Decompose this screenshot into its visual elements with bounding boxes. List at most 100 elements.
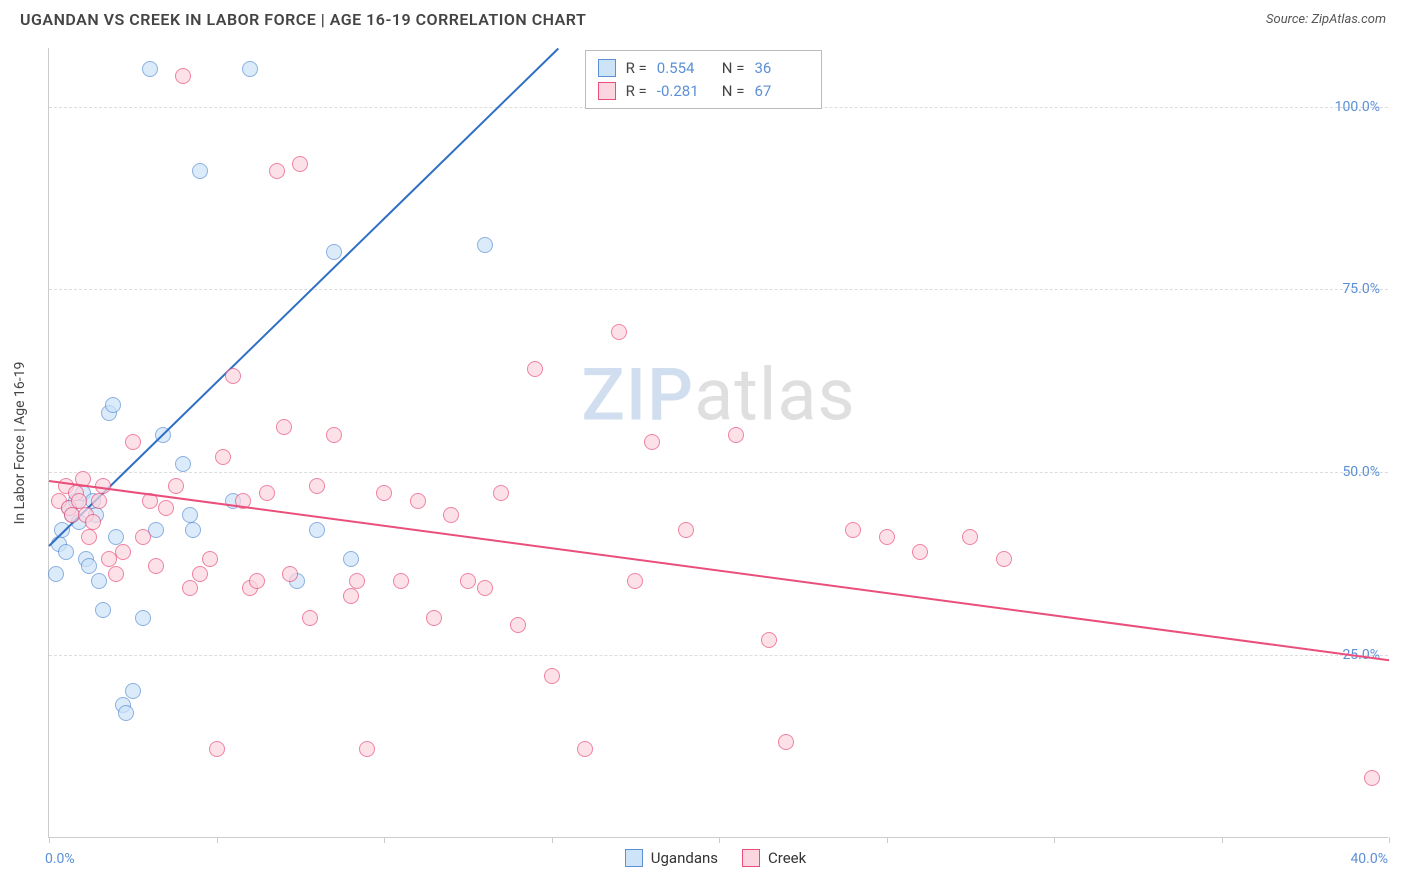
y-tick-label: 100.0% [1335, 99, 1380, 115]
legend-item: Ugandans [625, 849, 718, 867]
data-point [175, 456, 191, 472]
data-point [343, 551, 359, 567]
y-tick-label: 75.0% [1342, 281, 1380, 297]
data-point [142, 61, 158, 77]
data-point [627, 573, 643, 589]
x-tick [217, 837, 218, 843]
x-tick [1054, 837, 1055, 843]
data-point [135, 610, 151, 626]
data-point [202, 551, 218, 567]
data-point [118, 705, 134, 721]
stat-r-label: R = [626, 80, 647, 103]
x-tick [384, 837, 385, 843]
stats-row: R = 0.554 N = 36 [598, 57, 810, 80]
data-point [761, 632, 777, 648]
data-point [105, 397, 121, 413]
data-point [678, 522, 694, 538]
data-point [215, 449, 231, 465]
data-point [125, 434, 141, 450]
x-tick [719, 837, 720, 843]
legend-label: Creek [768, 849, 806, 867]
chart-legend: Ugandans Creek [625, 849, 806, 867]
gridline [49, 655, 1388, 656]
data-point [326, 427, 342, 443]
data-point [879, 529, 895, 545]
x-tick-label: 40.0% [1350, 851, 1388, 867]
data-point [510, 617, 526, 633]
data-point [912, 544, 928, 560]
x-tick [1389, 837, 1390, 843]
data-point [644, 434, 660, 450]
data-point [326, 244, 342, 260]
data-point [493, 485, 509, 501]
data-point [343, 588, 359, 604]
data-point [115, 544, 131, 560]
data-point [309, 522, 325, 538]
data-point [192, 163, 208, 179]
source-attribution: Source: ZipAtlas.com [1266, 12, 1386, 27]
stat-n-value: 36 [754, 57, 809, 80]
data-point [182, 580, 198, 596]
data-point [95, 602, 111, 618]
data-point [426, 610, 442, 626]
legend-swatch [598, 59, 616, 77]
legend-swatch [598, 82, 616, 100]
data-point [309, 478, 325, 494]
data-point [148, 558, 164, 574]
data-point [225, 368, 241, 384]
data-point [302, 610, 318, 626]
chart-title: UGANDAN VS CREEK IN LABOR FORCE | AGE 16… [20, 10, 586, 29]
data-point [249, 573, 265, 589]
data-point [108, 566, 124, 582]
data-point [168, 478, 184, 494]
data-point [259, 485, 275, 501]
stats-box: R = 0.554 N = 36R = -0.281 N = 67 [585, 50, 823, 109]
stat-r-value: 0.554 [657, 57, 712, 80]
stat-r-label: R = [626, 57, 647, 80]
data-point [91, 493, 107, 509]
data-point [477, 237, 493, 253]
data-point [527, 361, 543, 377]
data-point [81, 529, 97, 545]
data-point [477, 580, 493, 596]
data-point [242, 61, 258, 77]
data-point [71, 493, 87, 509]
data-point [91, 573, 107, 589]
data-point [85, 514, 101, 530]
x-tick [49, 837, 50, 843]
data-point [175, 68, 191, 84]
data-point [135, 529, 151, 545]
data-point [460, 573, 476, 589]
stat-n-value: 67 [754, 80, 809, 103]
legend-swatch [742, 849, 760, 867]
x-tick [1222, 837, 1223, 843]
data-point [185, 522, 201, 538]
data-point [158, 500, 174, 516]
data-point [845, 522, 861, 538]
data-point [443, 507, 459, 523]
stat-n-label: N = [722, 57, 745, 80]
data-point [276, 419, 292, 435]
data-point [376, 485, 392, 501]
gridline [49, 472, 1388, 473]
data-point [182, 507, 198, 523]
legend-label: Ugandans [651, 849, 718, 867]
x-tick [887, 837, 888, 843]
gridline [49, 289, 1388, 290]
plot-area: ZIPatlas 25.0%50.0%75.0%100.0%0.0%40.0%R… [48, 48, 1388, 838]
data-point [48, 566, 64, 582]
data-point [996, 551, 1012, 567]
y-axis-label: In Labor Force | Age 16-19 [12, 362, 28, 525]
data-point [292, 156, 308, 172]
legend-swatch [625, 849, 643, 867]
data-point [269, 163, 285, 179]
data-point [778, 734, 794, 750]
data-point [611, 324, 627, 340]
data-point [81, 558, 97, 574]
stat-r-value: -0.281 [657, 80, 712, 103]
data-point [962, 529, 978, 545]
data-point [192, 566, 208, 582]
y-tick-label: 50.0% [1342, 464, 1380, 480]
data-point [544, 668, 560, 684]
data-point [108, 529, 124, 545]
